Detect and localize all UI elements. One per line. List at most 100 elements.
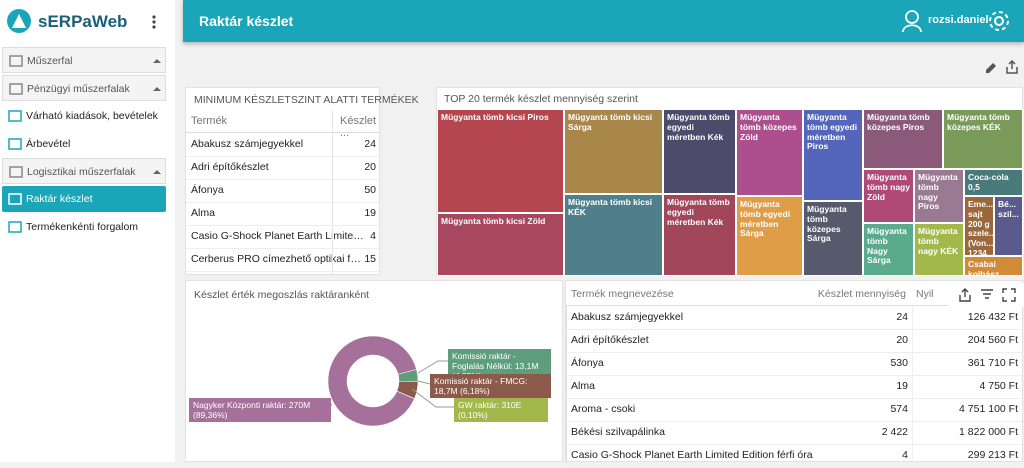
table-cell: 126 432 Ft (967, 311, 1018, 323)
menu-icon (8, 110, 22, 122)
share-icon[interactable] (1005, 60, 1019, 75)
cell-stock: 24 (364, 138, 376, 150)
cell-stock: 19 (364, 207, 376, 219)
icon-shape (8, 221, 22, 233)
row-rule (186, 156, 379, 157)
table-cell: 1 822 000 Ft (959, 426, 1018, 438)
column-header: Készlet ... (340, 115, 377, 139)
column-rule (912, 305, 913, 463)
cell-stock: 4 (370, 230, 376, 242)
treemap-tile[interactable]: Mügyanta tömb kicsi Piros (437, 109, 564, 213)
user-name[interactable]: rozsi.daniel (928, 14, 989, 26)
treemap-tile[interactable]: Mügyanta tömb nagy KÉK (914, 223, 964, 276)
header-rule (566, 305, 1022, 306)
table-cell: 20 (896, 334, 908, 346)
row-rule (566, 329, 1022, 330)
treemap-tile[interactable]: Mügyanta tömb közepes Zöld (736, 109, 803, 196)
menu-label: Pénzügyi műszerfalak (27, 83, 130, 95)
row-rule (186, 202, 379, 203)
table-cell: 299 213 Ft (967, 449, 1018, 461)
row-rule (186, 271, 379, 272)
treemap-tile[interactable]: Mügyanta tömb kicsi Zöld (437, 213, 564, 276)
treemap-tile[interactable]: Mügyanta tömb egyedi méretben Kék (663, 194, 736, 276)
cell-stock: 20 (364, 161, 376, 173)
sidebar: sERPaWeb Műszerfal Pénzügyi műszerfalak Vá… (0, 0, 175, 462)
row-rule (566, 421, 1022, 422)
menu-label: Termékenkénti forgalom (26, 221, 139, 233)
table-cell: 2 422 (881, 426, 908, 438)
table-cell: 361 710 Ft (967, 357, 1018, 369)
treemap-tile[interactable]: Mügyanta tömb közepes Sárga (803, 201, 863, 276)
treemap-tile[interactable]: Mügyanta tömb kicsi KÉK (564, 194, 663, 276)
column-header: Készlet mennyiség (817, 288, 906, 300)
row-rule (186, 225, 379, 226)
treemap-tile[interactable]: Mügyanta tömb egyedi méretben Kék (663, 109, 736, 194)
treemap-tile[interactable]: Mügyanta tömb nagy Zöld (863, 169, 914, 223)
arrow-shape (153, 87, 161, 91)
treemap-tile[interactable]: Mügyanta tömb egyedi méretben Sárga (736, 196, 803, 276)
table-toolbar (948, 283, 1024, 307)
header-bar: Raktár készlet rozsi.daniel (183, 0, 1024, 42)
treemap-tile[interactable]: Mügyanta tömb Nagy Sárga (863, 223, 914, 276)
donut-segment (327, 335, 417, 427)
export-icon[interactable] (958, 288, 972, 302)
menu-icon (8, 221, 22, 233)
menu-section[interactable]: Logisztikai műszerfalak (2, 158, 166, 184)
treemap-tile[interactable]: Mügyanta tömb nagy Piros (914, 169, 964, 223)
menu-icon (9, 166, 23, 178)
column-rule (332, 110, 333, 274)
table-cell: 24 (896, 311, 908, 323)
donut-chart (327, 335, 454, 427)
icon-shape (9, 166, 23, 178)
logo-icon (7, 9, 31, 33)
donut-label: GW raktár: 310E (0,10%) (454, 398, 548, 423)
collapse-arrow (153, 59, 161, 63)
collapse-arrow (153, 170, 161, 174)
row-rule (566, 375, 1022, 376)
edit-icon[interactable] (984, 61, 998, 75)
table-cell: 4 750 Ft (979, 380, 1018, 392)
leader-line (417, 360, 448, 374)
expand-icon[interactable] (1002, 288, 1016, 302)
donut-panel: Készlet érték megoszlás raktáranként Komi… (185, 280, 563, 462)
treemap-tile[interactable]: Csabai kolbász (964, 256, 1023, 276)
table-cell: 574 (890, 403, 908, 415)
min-stock-panel: MINIMUM KÉSZLETSZINT ALATTI TERMÉKEK Term… (185, 87, 419, 275)
menu-label: Logisztikai műszerfalak (27, 166, 136, 178)
user-icon[interactable] (901, 9, 923, 33)
menu-item[interactable]: Várható kiadások, bevételek (2, 103, 166, 129)
column-rule (566, 305, 567, 463)
table-cell: 4 751 100 Ft (959, 403, 1018, 415)
donut-label: Komissió raktár - FMCG: 18,7M (6,18%) (430, 374, 551, 399)
treemap-tile[interactable]: Bé... szil... (994, 196, 1023, 256)
menu-section[interactable]: Pénzügyi műszerfalak (2, 75, 166, 101)
menu-button[interactable] (150, 14, 158, 30)
settings-icon[interactable] (987, 9, 1011, 33)
treemap-tile[interactable]: Mügyanta tömb egyedi méretben Piros (803, 109, 863, 201)
treemap-tile[interactable]: Mügyanta tömb kicsi Sárga (564, 109, 663, 194)
leader-line (411, 388, 454, 408)
menu-label: Raktár készlet (26, 193, 93, 205)
table-cell: 204 560 Ft (967, 334, 1018, 346)
column-header: Nyil (916, 288, 934, 300)
menu-item[interactable]: Termékenkénti forgalom (2, 214, 166, 240)
menu-label: Árbevétel (26, 138, 71, 150)
table-cell: 4 (902, 449, 908, 461)
treemap-tile[interactable]: Eme... sajt 200 g szele... (Von... 1234.… (964, 196, 994, 256)
menu-icon (8, 193, 22, 205)
filter-icon[interactable] (980, 288, 994, 302)
treemap-tile[interactable]: Mügyanta tömb közepes Piros (863, 109, 943, 169)
treemap-tile[interactable]: Coca-cola 0,5 (964, 169, 1023, 196)
icon-shape (8, 138, 22, 150)
menu-section[interactable]: Műszerfal (2, 47, 166, 73)
menu-item[interactable]: Árbevétel (2, 131, 166, 157)
panel-title: MINIMUM KÉSZLETSZINT ALATTI TERMÉKEK (194, 94, 419, 106)
row-rule (566, 352, 1022, 353)
treemap-panel: TOP 20 termék készlet mennyiség szerint M… (436, 87, 1023, 276)
menu-item[interactable]: Raktár készlet (2, 186, 166, 212)
treemap-tile[interactable]: Mügyanta tömb közepes KÉK (943, 109, 1023, 169)
table-cell: 530 (890, 357, 908, 369)
row-rule (186, 179, 379, 180)
column-header: Termék megnevezése (571, 288, 674, 300)
